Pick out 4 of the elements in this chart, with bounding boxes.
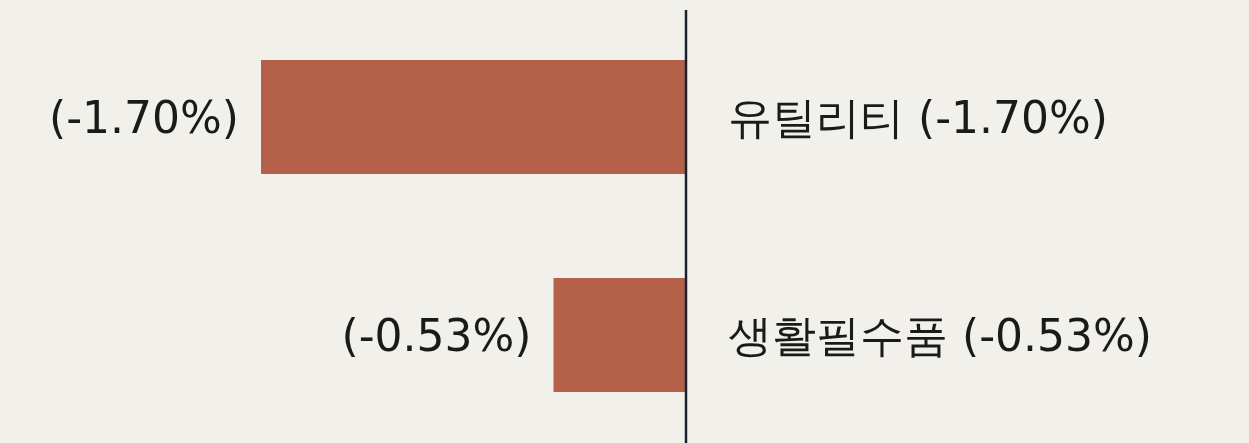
y-tick-label: 생활필수품 (-0.53%) (728, 309, 1152, 361)
y-tick-label: 유틸리티 (-1.70%) (728, 91, 1108, 143)
data-label: (-0.53%) (341, 309, 532, 361)
data-label: (-1.70%) (49, 91, 239, 143)
